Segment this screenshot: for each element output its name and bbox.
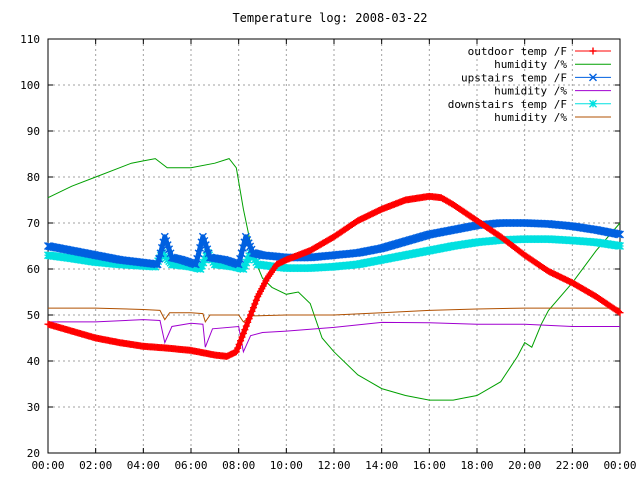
x-tick-label: 00:00 xyxy=(31,459,64,472)
legend-label: humidity /% xyxy=(494,111,567,124)
x-tick-label: 08:00 xyxy=(222,459,255,472)
y-tick-label: 100 xyxy=(20,79,40,92)
series-line xyxy=(48,307,620,324)
data-point xyxy=(196,265,205,273)
y-tick-label: 90 xyxy=(27,125,40,138)
legend-label: humidity /% xyxy=(494,58,567,71)
y-tick-label: 60 xyxy=(27,263,40,276)
data-point xyxy=(589,99,597,108)
data-point xyxy=(616,230,624,239)
data-point xyxy=(248,307,256,315)
x-tick-label: 20:00 xyxy=(508,459,541,472)
y-tick-label: 30 xyxy=(27,401,40,414)
x-tick-label: 14:00 xyxy=(365,459,398,472)
x-tick-label: 06:00 xyxy=(174,459,207,472)
y-tick-label: 40 xyxy=(27,355,40,368)
data-point xyxy=(200,255,209,264)
x-tick-label: 18:00 xyxy=(460,459,493,472)
data-point xyxy=(252,296,260,304)
data-point xyxy=(613,229,622,238)
data-point xyxy=(197,261,206,270)
x-tick-label: 16:00 xyxy=(413,459,446,472)
data-point xyxy=(152,260,161,269)
series-line xyxy=(47,158,621,401)
data-point xyxy=(199,258,208,267)
y-tick-label: 50 xyxy=(27,309,40,322)
data-point xyxy=(234,344,242,352)
data-point xyxy=(614,230,623,239)
data-point xyxy=(245,315,253,323)
data-point xyxy=(616,309,624,317)
data-point xyxy=(616,242,624,250)
x-tick-label: 12:00 xyxy=(317,459,350,472)
data-point xyxy=(240,261,249,270)
y-tick-label: 80 xyxy=(27,171,40,184)
x-tick-label: 02:00 xyxy=(79,459,112,472)
legend-label: downstairs temp /F xyxy=(448,98,567,111)
legend-label: upstairs temp /F xyxy=(461,71,567,84)
data-point xyxy=(249,304,257,312)
y-tick-label: 20 xyxy=(27,447,40,460)
x-tick-label: 00:00 xyxy=(603,459,636,472)
data-point xyxy=(237,337,245,345)
chart-title: Temperature log: 2008-03-22 xyxy=(232,11,427,25)
data-point xyxy=(251,300,259,308)
data-point xyxy=(239,329,247,337)
data-point xyxy=(232,348,240,356)
data-point xyxy=(589,73,597,82)
data-point xyxy=(244,318,252,326)
legend-label: outdoor temp /F xyxy=(468,45,567,58)
series-layer xyxy=(44,158,624,401)
series-5 xyxy=(48,307,620,324)
data-point xyxy=(615,308,623,316)
x-tick-label: 22:00 xyxy=(556,459,589,472)
x-tick-label: 10:00 xyxy=(270,459,303,472)
axes: 00:00 02:00 04:00 06:00 08:00 10:00 12:00 14:00… xyxy=(20,33,636,472)
data-point xyxy=(235,340,243,348)
series-0 xyxy=(44,192,624,360)
data-point xyxy=(243,255,252,264)
y-tick-label: 110 xyxy=(20,33,40,46)
series-1 xyxy=(47,158,621,401)
data-point xyxy=(247,311,255,319)
legend-label: humidity /% xyxy=(494,85,567,98)
data-point xyxy=(245,252,254,261)
data-point xyxy=(238,333,246,341)
x-tick-label: 04:00 xyxy=(127,459,160,472)
series-2 xyxy=(44,219,624,269)
data-point xyxy=(589,47,597,55)
data-point xyxy=(239,265,248,273)
data-point xyxy=(242,322,250,330)
y-tick-label: 70 xyxy=(27,217,40,230)
data-point xyxy=(241,326,249,334)
data-point xyxy=(242,258,251,267)
